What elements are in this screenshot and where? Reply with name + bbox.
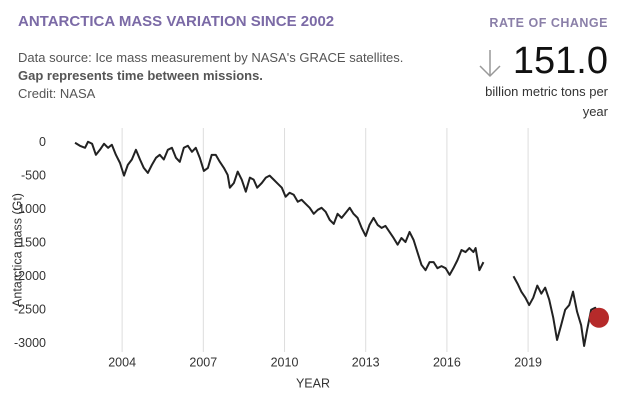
x-tick-label: 2007 [189,355,217,369]
y-tick-label: -500 [21,169,46,183]
down-arrow [479,50,501,78]
line [74,140,600,347]
y-tick-label: -2000 [14,269,46,283]
x-tick-label: 2019 [514,355,542,369]
rate-unit: billion metric tons per year [485,84,608,119]
latest-point [589,307,610,328]
note: Credit: NASA [18,86,96,101]
y-tick-label: -3000 [14,336,46,350]
x-tick-label: 2010 [271,355,299,369]
y-tick-label: -1500 [14,236,46,250]
rate-label: RATE OF CHANGE [489,16,608,30]
x-tick-label: 2016 [433,355,461,369]
y-tick-label: 0 [39,135,46,149]
x-tick-label: 2013 [352,355,380,369]
x-axis-label: YEAR [296,376,330,390]
y-tick-label: -1000 [14,202,46,216]
note: Data source: Ice mass measurement by NAS… [18,50,404,65]
y-tick-label: -2500 [14,303,46,317]
y-axis-label: Antarctica mass (Gt) [10,193,24,307]
chart-title: ANTARCTICA MASS VARIATION SINCE 2002 [18,13,335,30]
x-tick-label: 2004 [108,355,136,369]
note: Gap represents time between missions. [18,68,263,83]
rate-value: 151.0 [512,40,608,82]
